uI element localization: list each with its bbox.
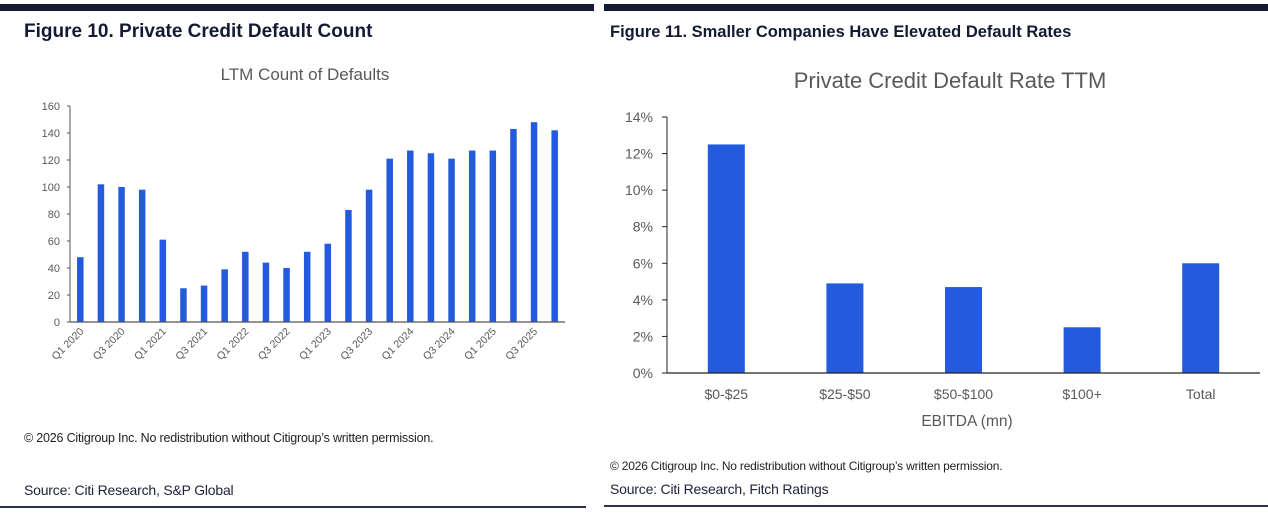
bar-q4-2024 xyxy=(468,150,476,322)
bar-q3-2022 xyxy=(283,268,290,322)
bar-q4-2025 xyxy=(551,130,558,322)
y-tick-label: 80 xyxy=(48,209,60,221)
x-tick-label: Q3 2020 xyxy=(91,326,128,363)
top-rule xyxy=(604,4,1268,11)
y-tick-label: 60 xyxy=(48,236,60,248)
y-tick-label: 10% xyxy=(625,182,653,198)
figure-11-panel: Figure 11. Smaller Companies Have Elevat… xyxy=(604,0,1268,514)
x-tick-label: $0-$25 xyxy=(705,386,749,402)
y-tick-label: 0 xyxy=(54,317,60,329)
bar-q2-2025 xyxy=(510,128,517,322)
y-tick-label: 20 xyxy=(48,290,60,302)
figure-title: Figure 10. Private Credit Default Count xyxy=(24,21,373,42)
bottom-rule xyxy=(0,506,586,508)
bar-q2-2021 xyxy=(180,288,187,322)
bar-q1-2025 xyxy=(489,150,497,322)
bar-total xyxy=(1182,263,1220,373)
bar-q3-2023 xyxy=(365,189,373,322)
y-tick-label: 100 xyxy=(42,182,60,194)
bar-q4-2022 xyxy=(303,251,311,322)
bar-q4-2023 xyxy=(386,158,393,322)
copyright-notice: © 2026 Citigroup Inc. No redistribution … xyxy=(24,431,434,445)
y-tick-label: 8% xyxy=(633,219,653,235)
default-rate-chart: Private Credit Default Rate TTM 0% 2% 4% 6% 8… xyxy=(625,68,1260,430)
source-note: Source: Citi Research, Fitch Ratings xyxy=(610,481,829,497)
default-count-chart: LTM Count of Defaults 0 20 40 60 80 100 120 140 1… xyxy=(42,65,565,363)
figure-title: Figure 11. Smaller Companies Have Elevat… xyxy=(610,23,1072,41)
x-tick-label: Q3 2024 xyxy=(421,326,458,363)
bar-q2-2020 xyxy=(97,184,105,322)
y-tick-label: 140 xyxy=(42,128,60,140)
top-rule xyxy=(0,4,594,11)
bar-0-25 xyxy=(707,144,745,373)
bar-q4-2021 xyxy=(221,269,228,322)
x-tick-label: Q1 2023 xyxy=(297,326,334,363)
x-tick-label: Q1 2025 xyxy=(462,326,499,363)
bar-q1-2021 xyxy=(159,239,167,322)
x-tick-label: Q3 2025 xyxy=(503,326,540,363)
source-note: Source: Citi Research, S&P Global xyxy=(24,482,234,498)
x-tick-label: Q1 2020 xyxy=(49,326,86,363)
y-tick-label: 0% xyxy=(633,365,653,381)
y-tick-label: 4% xyxy=(633,292,653,308)
x-tick-label: Q3 2022 xyxy=(256,326,293,363)
x-tick-label: Q1 2021 xyxy=(132,326,169,363)
copyright-notice: © 2026 Citigroup Inc. No redistribution … xyxy=(610,459,1003,473)
bar-q1-2023 xyxy=(324,243,332,322)
bar-q1-2020 xyxy=(77,257,84,322)
x-tick-label: $25-$50 xyxy=(819,386,871,402)
bar-q1-2024 xyxy=(407,150,414,322)
y-tick-label: 6% xyxy=(633,255,653,271)
bottom-rule xyxy=(604,505,1268,507)
bar-q2-2023 xyxy=(345,209,352,322)
bar-25-50 xyxy=(826,283,864,373)
bar-q2-2022 xyxy=(262,262,270,322)
figure-10-panel: Figure 10. Private Credit Default Count … xyxy=(0,0,594,514)
x-tick-label: Q1 2022 xyxy=(214,326,251,363)
bar-50-100 xyxy=(945,287,982,373)
bar-q3-2025 xyxy=(530,122,538,322)
y-tick-label: 12% xyxy=(625,146,653,162)
y-tick-label: 120 xyxy=(42,155,60,167)
x-tick-label: Q1 2024 xyxy=(379,326,416,363)
x-tick-label: $100+ xyxy=(1062,386,1101,402)
x-tick-label: Q3 2023 xyxy=(338,326,375,363)
y-tick-label: 160 xyxy=(42,101,60,113)
x-tick-label: $50-$100 xyxy=(934,386,993,402)
bar-q2-2024 xyxy=(427,153,435,322)
y-tick-label: 14% xyxy=(625,109,653,125)
x-tick-label: Q3 2021 xyxy=(173,326,210,363)
chart-title: LTM Count of Defaults xyxy=(221,65,390,84)
y-tick-label: 40 xyxy=(48,263,60,275)
x-axis-title: EBITDA (mn) xyxy=(921,413,1012,430)
bar-q3-2021 xyxy=(200,285,208,322)
bar-q3-2024 xyxy=(448,158,455,322)
bar-q4-2020 xyxy=(138,189,146,322)
y-tick-label: 2% xyxy=(633,328,653,344)
bar-q3-2020 xyxy=(118,187,125,322)
bar-q1-2022 xyxy=(242,251,249,322)
bar-100 xyxy=(1063,327,1101,373)
x-tick-label: Total xyxy=(1186,386,1216,402)
chart-title: Private Credit Default Rate TTM xyxy=(794,68,1107,93)
